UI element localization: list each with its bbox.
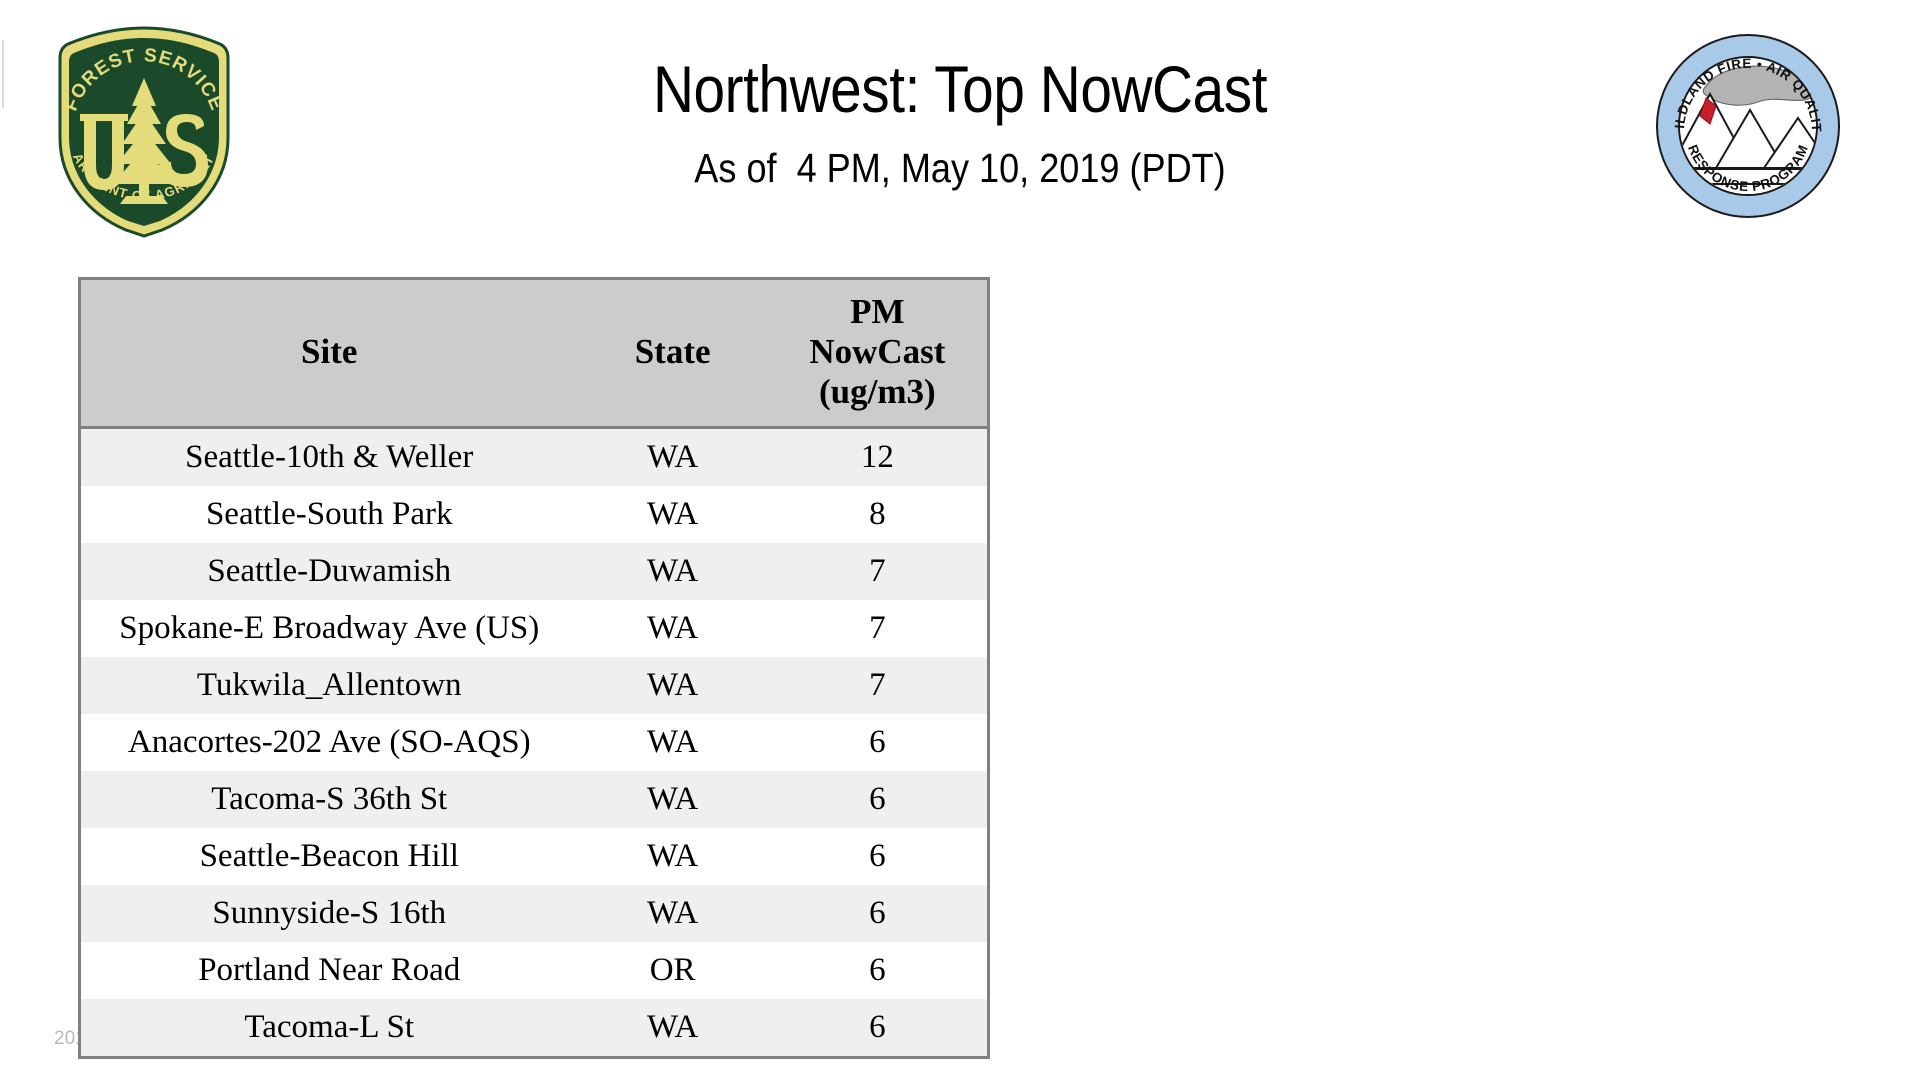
cell-state: WA bbox=[577, 427, 768, 486]
top-nowcast-table-container: Site State PM NowCast (ug/m3) Seattle-10… bbox=[78, 277, 990, 1059]
cell-state: WA bbox=[577, 600, 768, 657]
cell-state: WA bbox=[577, 828, 768, 885]
cell-pm-nowcast: 7 bbox=[767, 657, 987, 714]
column-header-site: Site bbox=[81, 280, 578, 429]
cell-state: WA bbox=[577, 714, 768, 771]
table-header-row: Site State PM NowCast (ug/m3) bbox=[81, 280, 987, 429]
cell-pm-nowcast: 6 bbox=[767, 771, 987, 828]
column-header-site-label: Site bbox=[301, 332, 358, 371]
cell-site: Seattle-Beacon Hill bbox=[81, 828, 578, 885]
cell-site: Tacoma-L St bbox=[81, 999, 578, 1056]
cell-pm-nowcast: 6 bbox=[767, 714, 987, 771]
cell-site: Tukwila_Allentown bbox=[81, 657, 578, 714]
table-row: Tacoma-L St WA 6 bbox=[81, 999, 987, 1056]
cell-pm-nowcast: 6 bbox=[767, 999, 987, 1056]
cell-pm-nowcast: 7 bbox=[767, 600, 987, 657]
column-header-pm-nowcast-label: PM NowCast (ug/m3) bbox=[809, 292, 946, 411]
cell-site: Sunnyside-S 16th bbox=[81, 885, 578, 942]
column-header-state: State bbox=[577, 280, 768, 429]
page-subtitle: As of 4 PM, May 10, 2019 (PDT) bbox=[694, 145, 1226, 191]
cell-pm-nowcast: 7 bbox=[767, 543, 987, 600]
cell-site: Portland Near Road bbox=[81, 942, 578, 999]
cell-pm-nowcast: 6 bbox=[767, 942, 987, 999]
cell-pm-nowcast: 6 bbox=[767, 828, 987, 885]
cell-site: Anacortes-202 Ave (SO-AQS) bbox=[81, 714, 578, 771]
title-block: Northwest: Top NowCast As of 4 PM, May 1… bbox=[260, 52, 1660, 192]
cell-pm-nowcast: 6 bbox=[767, 885, 987, 942]
table-row: Tukwila_Allentown WA 7 bbox=[81, 657, 987, 714]
cell-site: Spokane-E Broadway Ave (US) bbox=[81, 600, 578, 657]
page-title: Northwest: Top NowCast bbox=[652, 52, 1268, 126]
cell-site: Seattle-10th & Weller bbox=[81, 427, 578, 486]
table-row: Anacortes-202 Ave (SO-AQS) WA 6 bbox=[81, 714, 987, 771]
column-header-state-label: State bbox=[634, 332, 711, 371]
table-row: Seattle-South Park WA 8 bbox=[81, 486, 987, 543]
cell-state: WA bbox=[577, 885, 768, 942]
table-row: Sunnyside-S 16th WA 6 bbox=[81, 885, 987, 942]
table-header: Site State PM NowCast (ug/m3) bbox=[81, 280, 987, 429]
table-row: Seattle-Duwamish WA 7 bbox=[81, 543, 987, 600]
cell-pm-nowcast: 8 bbox=[767, 486, 987, 543]
wildland-fire-air-quality-response-program-logo: WILDLAND FIRE • AIR QUALITY RESPONSE PRO… bbox=[1647, 20, 1842, 220]
cell-state: WA bbox=[577, 771, 768, 828]
table-row: Seattle-10th & Weller WA 12 bbox=[81, 427, 987, 486]
table-body: Seattle-10th & Weller WA 12 Seattle-South P… bbox=[81, 427, 987, 1056]
column-header-pm-nowcast: PM NowCast (ug/m3) bbox=[767, 280, 987, 429]
table-row: Tacoma-S 36th St WA 6 bbox=[81, 771, 987, 828]
table-row: Portland Near Road OR 6 bbox=[81, 942, 987, 999]
cell-state: WA bbox=[577, 999, 768, 1056]
cell-pm-nowcast: 12 bbox=[767, 427, 987, 486]
cell-state: WA bbox=[577, 657, 768, 714]
cell-state: WA bbox=[577, 543, 768, 600]
cell-state: WA bbox=[577, 486, 768, 543]
cell-state: OR bbox=[577, 942, 768, 999]
table-row: Seattle-Beacon Hill WA 6 bbox=[81, 828, 987, 885]
table-row: Spokane-E Broadway Ave (US) WA 7 bbox=[81, 600, 987, 657]
cell-site: Seattle-Duwamish bbox=[81, 543, 578, 600]
cell-site: Tacoma-S 36th St bbox=[81, 771, 578, 828]
usfs-shield-logo: FOREST SERVICE DEPARTMENT OF AGRICULTURE bbox=[39, 10, 244, 240]
cell-site: Seattle-South Park bbox=[81, 486, 578, 543]
top-nowcast-table: Site State PM NowCast (ug/m3) Seattle-10… bbox=[81, 280, 987, 1056]
slide-edge-rule bbox=[2, 40, 4, 108]
